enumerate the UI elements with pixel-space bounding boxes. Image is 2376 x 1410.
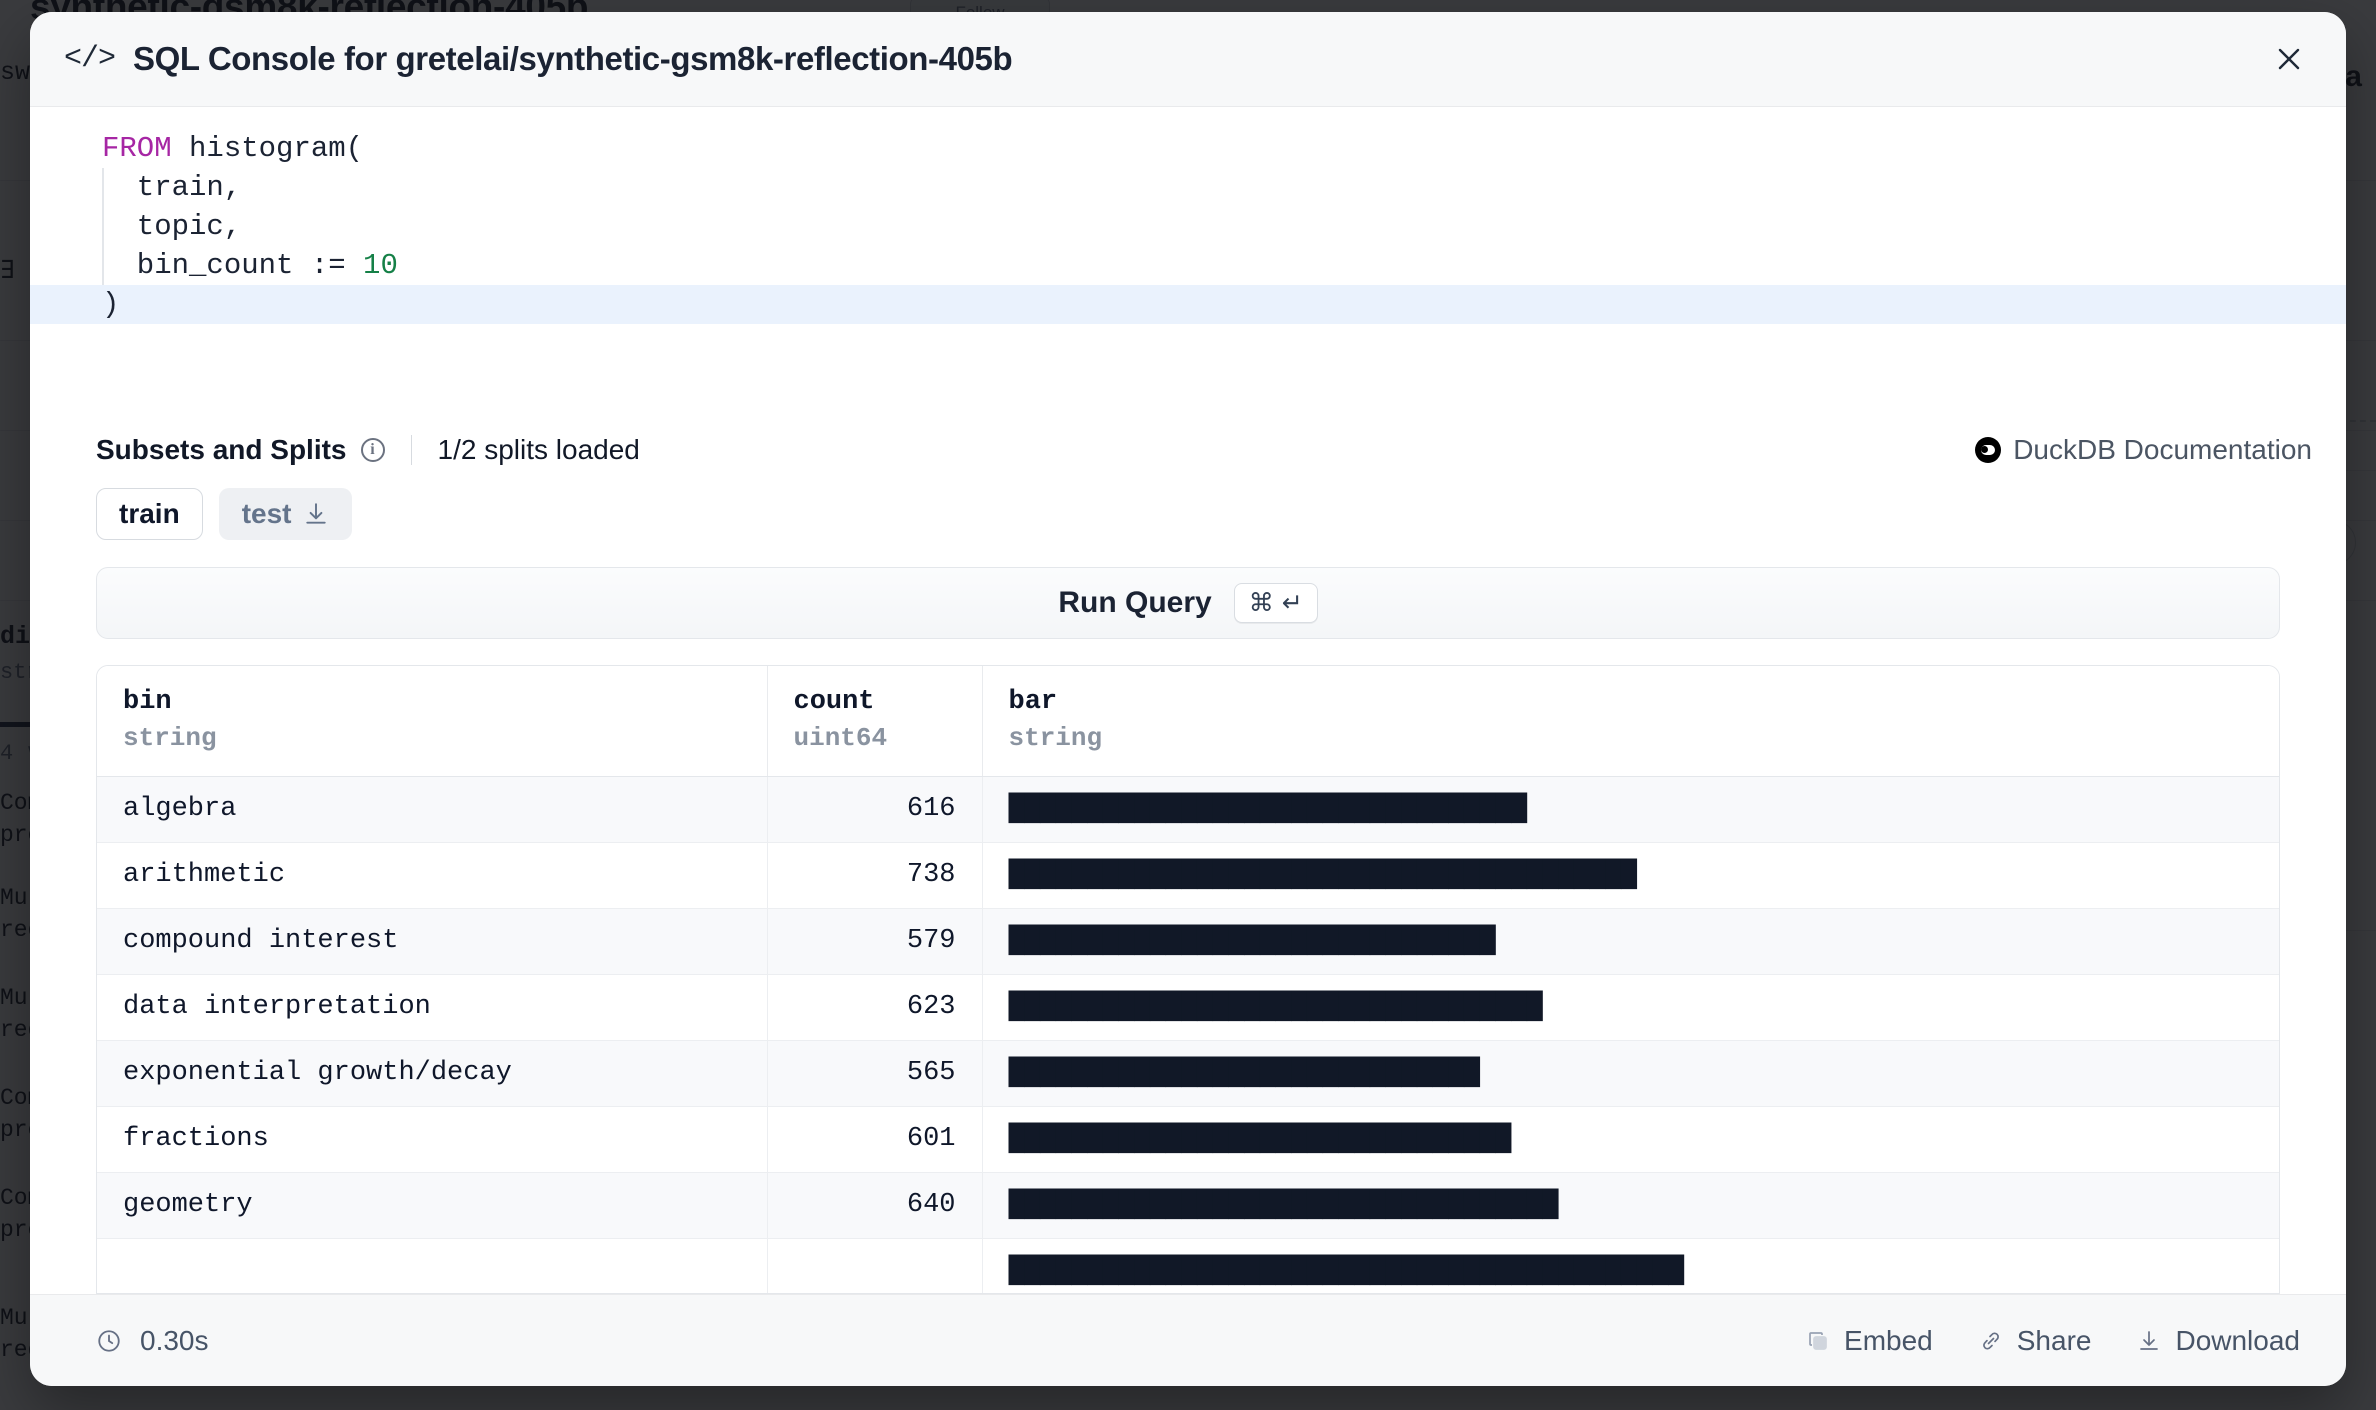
cell-count: 640: [767, 1172, 983, 1239]
cell-bar: █████████████████████████████████: [982, 776, 2279, 843]
column-name: count: [793, 687, 875, 718]
subsets-and-splits-bar: Subsets and Splits i 1/2 splits loaded D…: [30, 421, 2346, 480]
cell-count: 601: [767, 1106, 983, 1173]
sql-text: histogram(: [171, 132, 364, 165]
close-icon[interactable]: [2266, 36, 2312, 82]
clock-icon: [96, 1328, 122, 1354]
cell-bin: geometry: [97, 1172, 768, 1239]
results-table-head: bin string count uint64 bar string: [97, 666, 2279, 777]
split-tabs: train test: [30, 484, 2346, 545]
copy-icon: [1806, 1329, 1830, 1353]
split-tab-label: train: [119, 498, 180, 530]
query-elapsed-time: 0.30s: [140, 1324, 209, 1356]
table-row[interactable]: data interpretation 623 ██████████████████…: [97, 974, 2279, 1041]
run-query-label: Run Query: [1058, 586, 1212, 620]
cell-bin: [97, 1238, 768, 1294]
results-table: bin string count uint64 bar string algeb…: [97, 666, 2279, 1294]
table-row[interactable]: fractions 601 ████████████████████████████…: [97, 1106, 2279, 1173]
embed-button[interactable]: Embed: [1806, 1325, 1933, 1357]
cell-count: 616: [767, 776, 983, 843]
column-type: string: [123, 722, 217, 753]
splits-loaded-status: 1/2 splits loaded: [437, 434, 640, 466]
duckdb-logo-icon: [1975, 437, 2002, 464]
results-table-body: algebra 616 ██████████████████████████████…: [97, 776, 2279, 1294]
sql-keyword: FROM: [102, 132, 172, 165]
page-title: SQL Console for gretelai/synthetic-gsm8k…: [133, 40, 1013, 77]
column-type: uint64: [793, 722, 888, 753]
link-icon: [1979, 1329, 2003, 1353]
sql-editor[interactable]: FROM histogram( train, topic, bin_count …: [30, 107, 2346, 407]
table-row[interactable]: arithmetic 738 ███████████████████████████…: [97, 842, 2279, 909]
download-label: Download: [2175, 1324, 2300, 1356]
cell-bar: ███████████████████████████████████: [982, 1172, 2279, 1239]
sql-text: topic,: [102, 210, 242, 243]
command-key-icon: ⌘: [1248, 589, 1274, 618]
download-button[interactable]: Download: [2137, 1325, 2300, 1357]
sql-code-line[interactable]: FROM histogram(: [30, 129, 2346, 168]
cell-bin: arithmetic: [97, 842, 768, 909]
cell-bar: ████████████████████████████████████████…: [982, 1238, 2279, 1294]
sql-text: ): [102, 288, 120, 321]
sql-console-modal: </> SQL Console for gretelai/synthetic-g…: [30, 12, 2346, 1386]
sql-code-line[interactable]: ): [30, 285, 2346, 324]
code-brackets-icon: </>: [64, 42, 116, 76]
cell-bin: fractions: [97, 1106, 768, 1173]
column-header-count[interactable]: count uint64: [767, 666, 983, 777]
cell-bar: ██████████████████████████████: [982, 1040, 2279, 1107]
cell-bin: compound interest: [97, 908, 768, 975]
download-icon: [2137, 1329, 2161, 1353]
download-icon: [303, 501, 329, 527]
split-tab-label: test: [241, 498, 292, 530]
cell-bar: ██████████████████████████████████: [982, 974, 2279, 1041]
duckdb-link-label: DuckDB Documentation: [2013, 434, 2312, 466]
column-name: bin: [123, 687, 172, 718]
cell-bin: data interpretation: [97, 974, 768, 1041]
cell-count: [767, 1238, 983, 1294]
duckdb-documentation-link[interactable]: DuckDB Documentation: [1975, 434, 2312, 466]
table-row[interactable]: compound interest 579 ████████████████████…: [97, 908, 2279, 975]
cell-count: 738: [767, 842, 983, 909]
table-row[interactable]: geometry 640 █████████████████████████████…: [97, 1172, 2279, 1239]
sql-code-line[interactable]: train,: [30, 168, 2346, 207]
enter-key-icon: ↵: [1281, 589, 1303, 618]
table-row[interactable]: ████████████████████████████████████████…: [97, 1238, 2279, 1294]
embed-label: Embed: [1844, 1324, 1933, 1356]
sql-number: 10: [363, 249, 398, 282]
sql-text: train,: [102, 171, 242, 204]
split-tab-test[interactable]: test: [218, 488, 353, 541]
column-header-bin[interactable]: bin string: [97, 666, 768, 777]
table-row[interactable]: algebra 616 ██████████████████████████████…: [97, 776, 2279, 843]
subsets-title: Subsets and Splits: [96, 434, 347, 466]
modal-footer: 0.30s Embed: [30, 1294, 2346, 1386]
cell-bin: exponential growth/decay: [97, 1040, 768, 1107]
footer-status: 0.30s: [96, 1325, 209, 1357]
split-tab-train[interactable]: train: [96, 488, 203, 541]
sql-code-line[interactable]: bin_count := 10: [30, 246, 2346, 285]
cell-bar: ████████████████████████████████: [982, 1106, 2279, 1173]
cell-count: 579: [767, 908, 983, 975]
run-query-shortcut: ⌘ ↵: [1233, 583, 1318, 624]
footer-actions: Embed Share Download: [1806, 1325, 2300, 1357]
cell-bin: algebra: [97, 776, 768, 843]
sql-text: bin_count :=: [102, 249, 364, 282]
cell-count: 623: [767, 974, 983, 1041]
table-header-row: bin string count uint64 bar string: [97, 666, 2279, 777]
info-icon[interactable]: i: [360, 438, 385, 463]
modal-header: </> SQL Console for gretelai/synthetic-g…: [30, 12, 2346, 107]
cell-bar: ████████████████████████████████████████: [982, 842, 2279, 909]
share-label: Share: [2016, 1324, 2092, 1356]
cell-bar: ███████████████████████████████: [982, 908, 2279, 975]
share-button[interactable]: Share: [1979, 1324, 2092, 1357]
column-type: string: [1008, 722, 1103, 753]
table-row[interactable]: exponential growth/decay 565 █████████████…: [97, 1040, 2279, 1107]
column-header-bar[interactable]: bar string: [982, 666, 2279, 777]
query-results-table: bin string count uint64 bar string algeb…: [96, 665, 2280, 1294]
sql-code-line[interactable]: topic,: [30, 207, 2346, 246]
column-name: bar: [1008, 687, 1058, 718]
divider: [410, 435, 412, 466]
run-query-button[interactable]: Run Query ⌘ ↵: [96, 566, 2280, 640]
cell-count: 565: [767, 1040, 983, 1107]
